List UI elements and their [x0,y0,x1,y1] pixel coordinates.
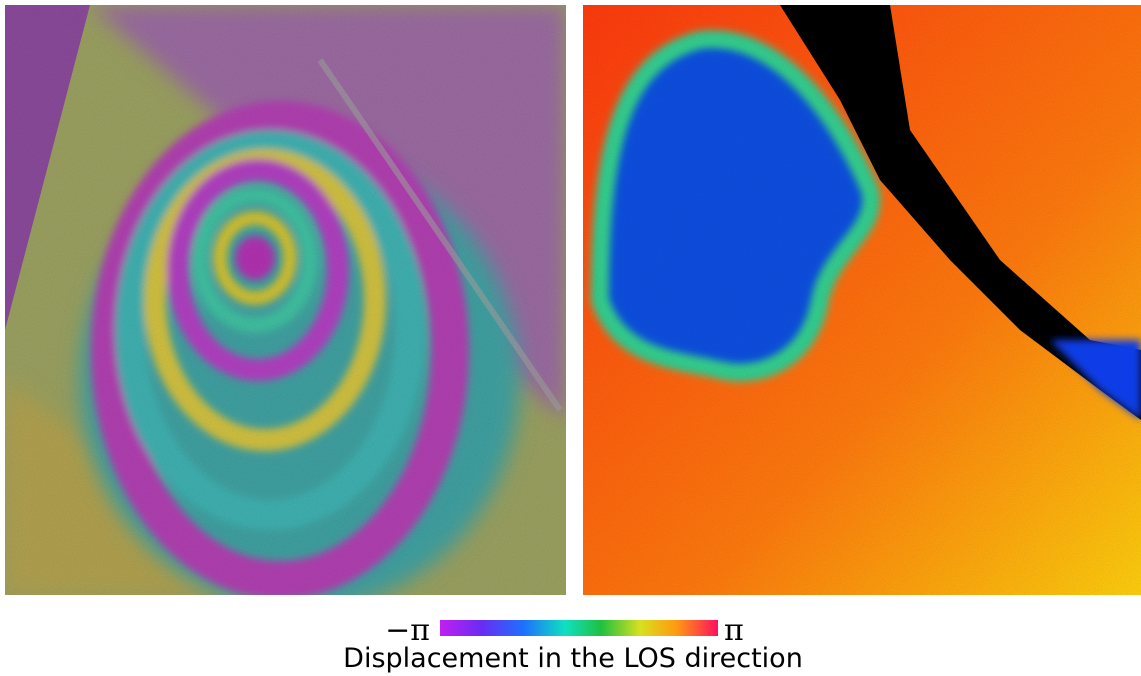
colorbar-caption: Displacement in the LOS direction [343,643,803,674]
colorbar [440,620,718,636]
interferogram-wrapped [5,5,566,610]
figure-canvas: −π π Displacement in the LOS direction [0,0,1141,676]
interferogram-unwrapped [583,5,1141,595]
figure: −π π Displacement in the LOS direction [0,0,1141,676]
